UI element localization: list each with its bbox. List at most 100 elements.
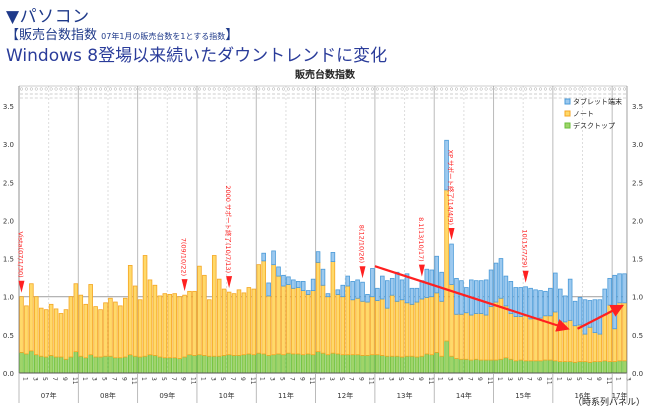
desktop-bar [454, 358, 459, 374]
desktop-bar [518, 359, 523, 374]
note-bar [370, 296, 375, 356]
desktop-bar [276, 353, 281, 374]
tablet-bar [281, 274, 286, 287]
top-band-mark [598, 87, 602, 91]
year-label: 07年 [41, 391, 57, 400]
tablet-bar [567, 278, 573, 321]
desktop-bar [404, 355, 410, 374]
month-tick-label: 5 [160, 377, 167, 381]
year-label: 09年 [159, 391, 175, 400]
desktop-bar [266, 355, 271, 374]
tablet-bar [528, 287, 533, 320]
tablet-bar [404, 273, 410, 304]
top-band-mark [538, 87, 542, 91]
desktop-bar [582, 361, 588, 374]
desktop-bar [572, 361, 578, 374]
month-tick-label: 7 [466, 377, 473, 381]
note-bar [518, 316, 523, 361]
tablet-bar [602, 288, 608, 316]
note-bar [251, 288, 257, 356]
desktop-bar [310, 354, 316, 374]
desktop-bar [271, 354, 276, 374]
desktop-bar [429, 354, 435, 374]
tablet-bar [261, 252, 266, 262]
y-tick-label-left: 3.0 [3, 141, 14, 149]
year-label: 11年 [278, 391, 294, 400]
top-band-mark [380, 87, 384, 91]
tablet-bar [493, 262, 499, 303]
desktop-bar [132, 355, 138, 374]
desktop-bar [469, 359, 474, 374]
top-band-mark [178, 87, 182, 91]
desktop-bar [261, 353, 266, 374]
month-tick-label: 3 [91, 377, 98, 381]
desktop-bar [473, 358, 479, 374]
top-band-mark [440, 87, 444, 91]
month-tick-label: 3 [447, 377, 454, 381]
month-tick-label: 1 [81, 377, 88, 381]
top-band-mark [153, 87, 157, 91]
top-band-mark [469, 87, 473, 91]
month-tick-label: 9 [239, 377, 246, 381]
annotation-label: 2000 サポート終了(10/7/13) [224, 185, 233, 273]
tablet-bar [612, 274, 617, 330]
desktop-bar [330, 352, 336, 374]
top-band-mark [113, 87, 117, 91]
month-tick-label: 3 [269, 377, 276, 381]
desktop-bar [513, 360, 519, 374]
top-band-mark [415, 87, 419, 91]
note-bar [241, 292, 247, 356]
note-bar [375, 300, 380, 356]
month-tick-label: 11 [605, 377, 612, 385]
note-bar [192, 290, 197, 356]
desktop-bar [73, 351, 79, 374]
note-bar [98, 309, 103, 358]
note-bar [211, 255, 217, 357]
top-band-mark [257, 87, 261, 91]
note-bar [246, 287, 252, 355]
tablet-bar [266, 282, 271, 297]
desktop-bar [384, 355, 390, 374]
desktop-bar [360, 355, 365, 374]
note-bar [325, 296, 331, 356]
desktop-bar [375, 354, 380, 374]
desktop-bar [528, 360, 533, 374]
y-tick-label-left: 1.0 [3, 294, 14, 302]
top-band-mark [99, 87, 103, 91]
note-bar [24, 305, 29, 355]
top-band-mark [603, 87, 607, 91]
desktop-bar [557, 361, 563, 374]
tablet-bar [434, 255, 439, 294]
tablet-bar [523, 286, 528, 317]
top-band-mark [494, 87, 498, 91]
month-tick-label: 9 [358, 377, 365, 381]
month-tick-label: 5 [101, 377, 108, 381]
year-label: 16年 [575, 391, 591, 400]
month-tick-label: 7 [170, 377, 177, 381]
tablet-bar [375, 287, 380, 301]
note-bar [528, 318, 533, 362]
desktop-bar [602, 360, 608, 374]
y-tick-label-right: 0.5 [632, 332, 643, 340]
desktop-bar [419, 355, 425, 374]
top-band-mark [281, 87, 285, 91]
month-tick-label: 9 [298, 377, 305, 381]
month-tick-label: 1 [259, 377, 266, 381]
y-tick-label-right: 1.5 [632, 256, 643, 264]
note-bar [118, 305, 123, 359]
top-band-mark [267, 87, 271, 91]
desktop-bar [291, 353, 296, 374]
tablet-bar [384, 280, 390, 309]
top-band-mark [217, 87, 221, 91]
month-tick-label: 9 [476, 377, 483, 381]
tablet-bar [473, 280, 479, 314]
top-band-mark [524, 87, 528, 91]
month-tick-label: 1 [377, 377, 384, 381]
tablet-bar [325, 293, 331, 298]
tablet-bar [538, 290, 543, 319]
tablet-bar [330, 252, 336, 263]
y-tick-label-left: 3.5 [3, 103, 14, 111]
note-bar [123, 297, 128, 358]
tablet-bar [350, 281, 355, 301]
month-tick-label: 3 [565, 377, 572, 381]
